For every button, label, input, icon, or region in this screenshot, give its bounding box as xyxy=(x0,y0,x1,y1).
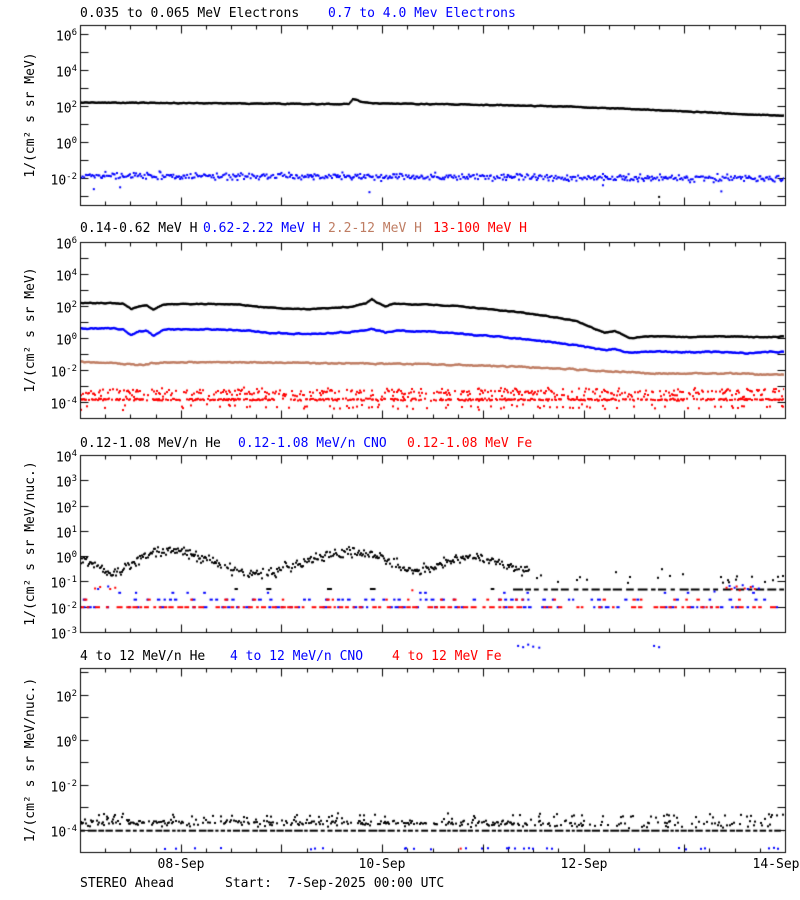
panel4-ytick-10e-4: 10-4 xyxy=(50,824,78,841)
xtick-08-Sep: 08-Sep xyxy=(157,857,205,872)
panel1-title-1: 0.035 to 0.065 MeV Electrons xyxy=(80,6,300,21)
panel1-ytick-10e4: 104 xyxy=(55,64,77,81)
panel4-y-axis-unit: 1/(cm² s sr MeV/nuc.) xyxy=(23,677,38,843)
panel3-y-axis-unit: 1/(cm² s sr MeV/nuc.) xyxy=(23,461,38,626)
xtick-14-Sep: 14-Sep xyxy=(752,857,800,872)
panel3-ytick-10e-2: 10-2 xyxy=(50,601,78,618)
panel3-ytick-10e0: 100 xyxy=(55,550,77,567)
panel4-title-3: 4 to 12 MeV Fe xyxy=(392,649,502,664)
panel1-title-2: 0.7 to 4.0 Mev Electrons xyxy=(328,6,516,21)
panel3-ytick-10e3: 103 xyxy=(55,474,77,491)
panel3-title-3: 0.12-1.08 MeV Fe xyxy=(407,436,533,451)
panel3-ytick-10e-3: 10-3 xyxy=(50,626,78,643)
panel4-ytick-10e0: 100 xyxy=(55,734,77,751)
panel2-ytick-10e0: 100 xyxy=(55,332,77,349)
panel2-ytick-10e4: 104 xyxy=(55,268,77,285)
panel2-ytick-10e-2: 10-2 xyxy=(50,364,78,381)
panel3-ytick-10e-1: 10-1 xyxy=(50,575,78,592)
panel4-ytick-10e2: 102 xyxy=(55,689,77,706)
panel3-ytick-10e1: 101 xyxy=(55,525,77,542)
panel1-ytick-10e-2: 10-2 xyxy=(50,172,78,189)
panel4-title-1: 4 to 12 MeV/n He xyxy=(80,649,206,664)
panel2-title-3: 2.2-12 MeV H xyxy=(328,221,422,236)
xtick-12-Sep: 12-Sep xyxy=(560,857,608,872)
panel2-title-4: 13-100 MeV H xyxy=(433,221,527,236)
start-time-label: Start: 7-Sep-2025 00:00 UTC xyxy=(225,876,445,891)
panel1-ytick-10e6: 106 xyxy=(55,28,77,45)
panel1-y-axis-unit: 1/(cm² s sr MeV) xyxy=(23,52,38,178)
panel2-title-1: 0.14-0.62 MeV H xyxy=(80,221,198,236)
panel3-ytick-10e4: 104 xyxy=(55,449,77,466)
panel1-ytick-10e2: 102 xyxy=(55,100,77,117)
panel1-ytick-10e0: 100 xyxy=(55,136,77,153)
panel3-ytick-10e2: 102 xyxy=(55,500,77,517)
panel2-y-axis-unit: 1/(cm² s sr MeV) xyxy=(23,267,38,393)
xtick-10-Sep: 10-Sep xyxy=(358,857,406,872)
panel3-title-2: 0.12-1.08 MeV/n CNO xyxy=(238,436,387,451)
panel2-ytick-10e-4: 10-4 xyxy=(50,396,78,413)
panel2-title-2: 0.62-2.22 MeV H xyxy=(203,221,321,236)
panel3-title-1: 0.12-1.08 MeV/n He xyxy=(80,436,221,451)
spacecraft-label: STEREO Ahead xyxy=(80,876,174,891)
panel2-ytick-10e2: 102 xyxy=(55,300,77,317)
panel4-ytick-10e-2: 10-2 xyxy=(50,779,78,796)
panel4-title-2: 4 to 12 MeV/n CNO xyxy=(230,649,364,664)
panel2-ytick-10e6: 106 xyxy=(55,236,77,253)
